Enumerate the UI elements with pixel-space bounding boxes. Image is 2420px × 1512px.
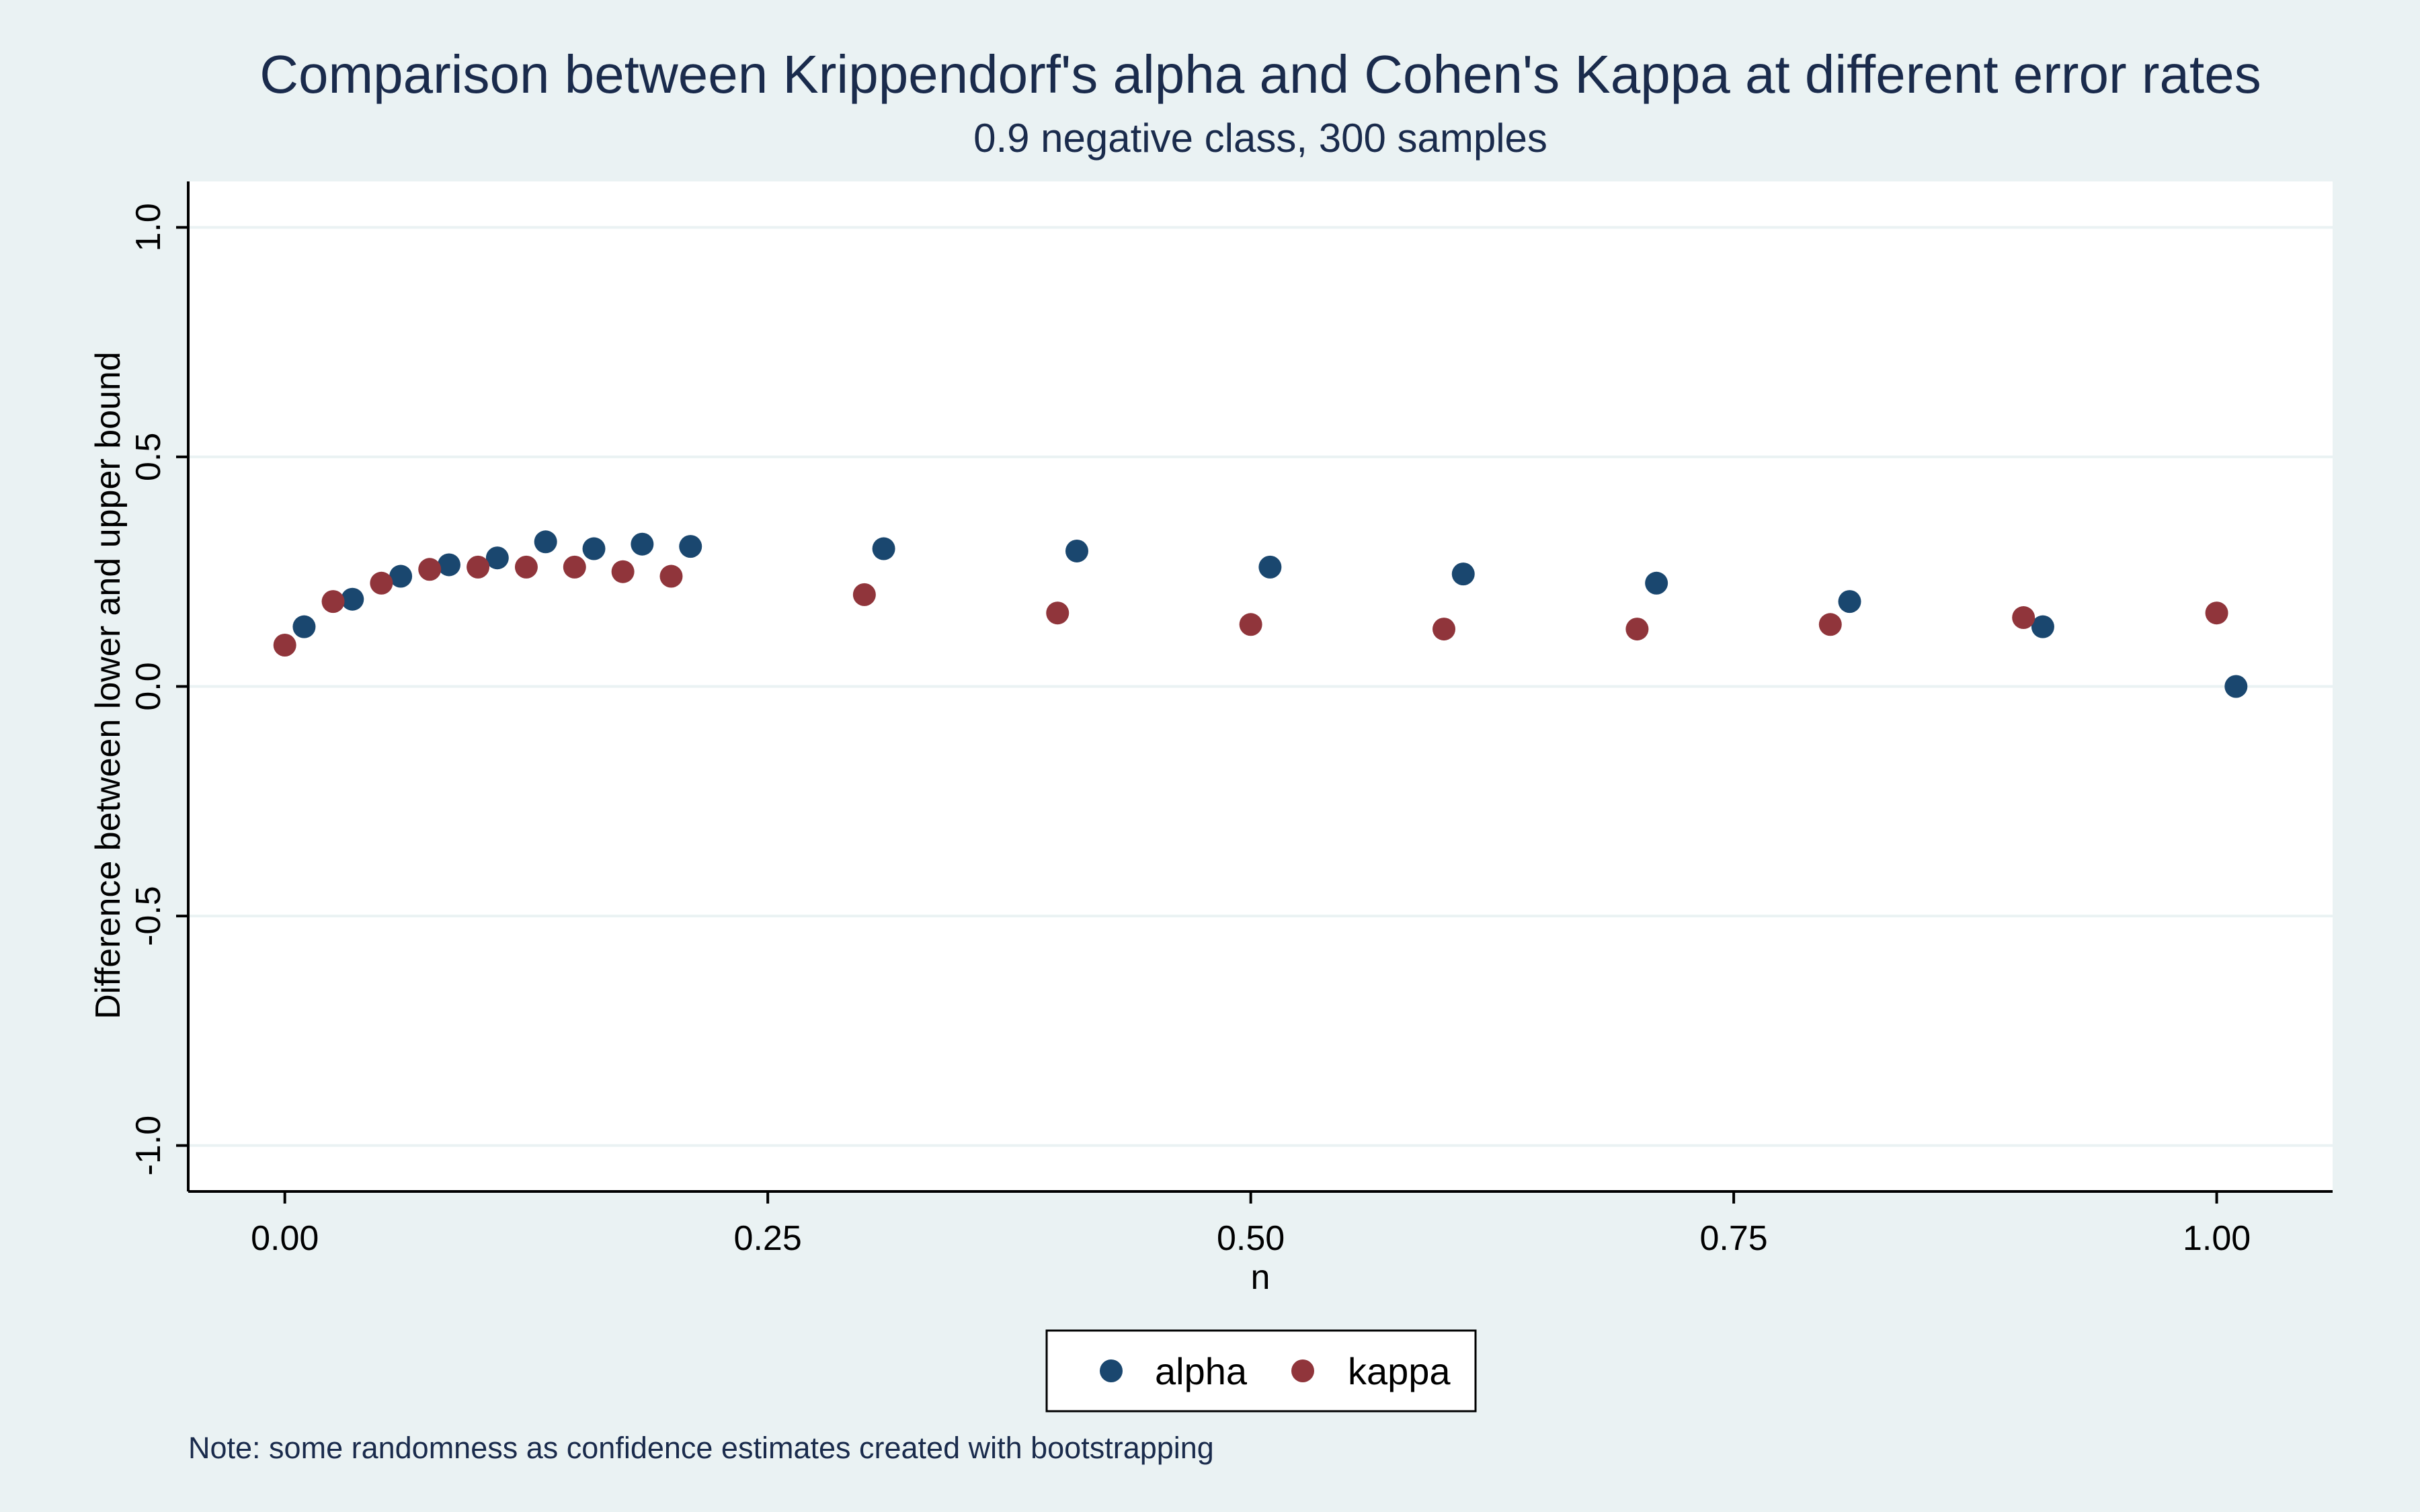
y-tick-label: -1.0 [129, 1116, 168, 1176]
alpha-point [1645, 571, 1668, 595]
alpha-point [2031, 615, 2054, 638]
x-tick-label: 1.00 [2183, 1219, 2251, 1258]
data-points [273, 530, 2248, 698]
x-tick-label: 0.50 [1217, 1219, 1285, 1258]
x-tick-label: 0.00 [251, 1219, 319, 1258]
legend-label-kappa: kappa [1348, 1350, 1451, 1392]
alpha-point [1451, 562, 1475, 586]
alpha-point [631, 532, 654, 556]
kappa-point [659, 564, 683, 588]
kappa-point [467, 555, 490, 579]
alpha-point [534, 530, 557, 554]
y-tick-label: 1.0 [129, 203, 168, 251]
tick-labels: 0.00 0.25 0.50 0.75 1.00 -1.0 -0.5 0.0 0.5 1.0 [129, 203, 2251, 1258]
alpha-point [292, 615, 316, 638]
legend-marker-alpha [1100, 1359, 1123, 1382]
y-tick-label: -0.5 [129, 886, 168, 946]
footnote: Note: some randomness as confidence esti… [188, 1431, 1214, 1465]
chart-subtitle: 0.9 negative class, 300 samples [973, 116, 1547, 161]
alpha-point [341, 587, 364, 611]
kappa-point [1046, 601, 1070, 625]
kappa-point [852, 583, 876, 606]
alpha-point [389, 564, 413, 588]
kappa-point [1239, 613, 1262, 636]
y-axis-label: Difference between lower and upper bound [89, 351, 128, 1019]
kappa-point [418, 558, 442, 581]
legend-label-alpha: alpha [1155, 1350, 1248, 1392]
alpha-point [582, 537, 606, 560]
legend-marker-kappa [1291, 1359, 1314, 1382]
kappa-point [1818, 613, 1842, 636]
alpha-point [1258, 555, 1282, 579]
alpha-point [1838, 590, 1861, 614]
x-tick-label: 0.25 [734, 1219, 802, 1258]
alpha-point [437, 553, 460, 577]
kappa-point [2205, 601, 2228, 625]
kappa-point [514, 555, 538, 579]
kappa-point [1433, 618, 1456, 641]
y-tick-label: 0.5 [129, 433, 168, 481]
kappa-point [321, 590, 345, 614]
legend: alpha kappa [1045, 1329, 1477, 1413]
grid-lines [188, 226, 2333, 1147]
kappa-point [370, 571, 393, 595]
y-tick-label: 0.0 [129, 662, 168, 710]
kappa-point [1625, 618, 1649, 641]
series-kappa [273, 555, 2228, 657]
kappa-point [563, 555, 586, 579]
kappa-point [611, 560, 635, 583]
kappa-point [273, 634, 296, 657]
alpha-point [1065, 539, 1088, 562]
chart-title: Comparison between Krippendorf's alpha a… [259, 44, 2261, 104]
axes [176, 181, 2333, 1204]
alpha-point [872, 537, 895, 560]
alpha-point [2224, 675, 2248, 698]
alpha-point [679, 535, 702, 558]
alpha-point [485, 546, 509, 570]
series-alpha [292, 530, 2248, 698]
kappa-point [2012, 606, 2035, 630]
x-tick-label: 0.75 [1699, 1219, 1767, 1258]
x-axis-label: n [1251, 1258, 1270, 1297]
